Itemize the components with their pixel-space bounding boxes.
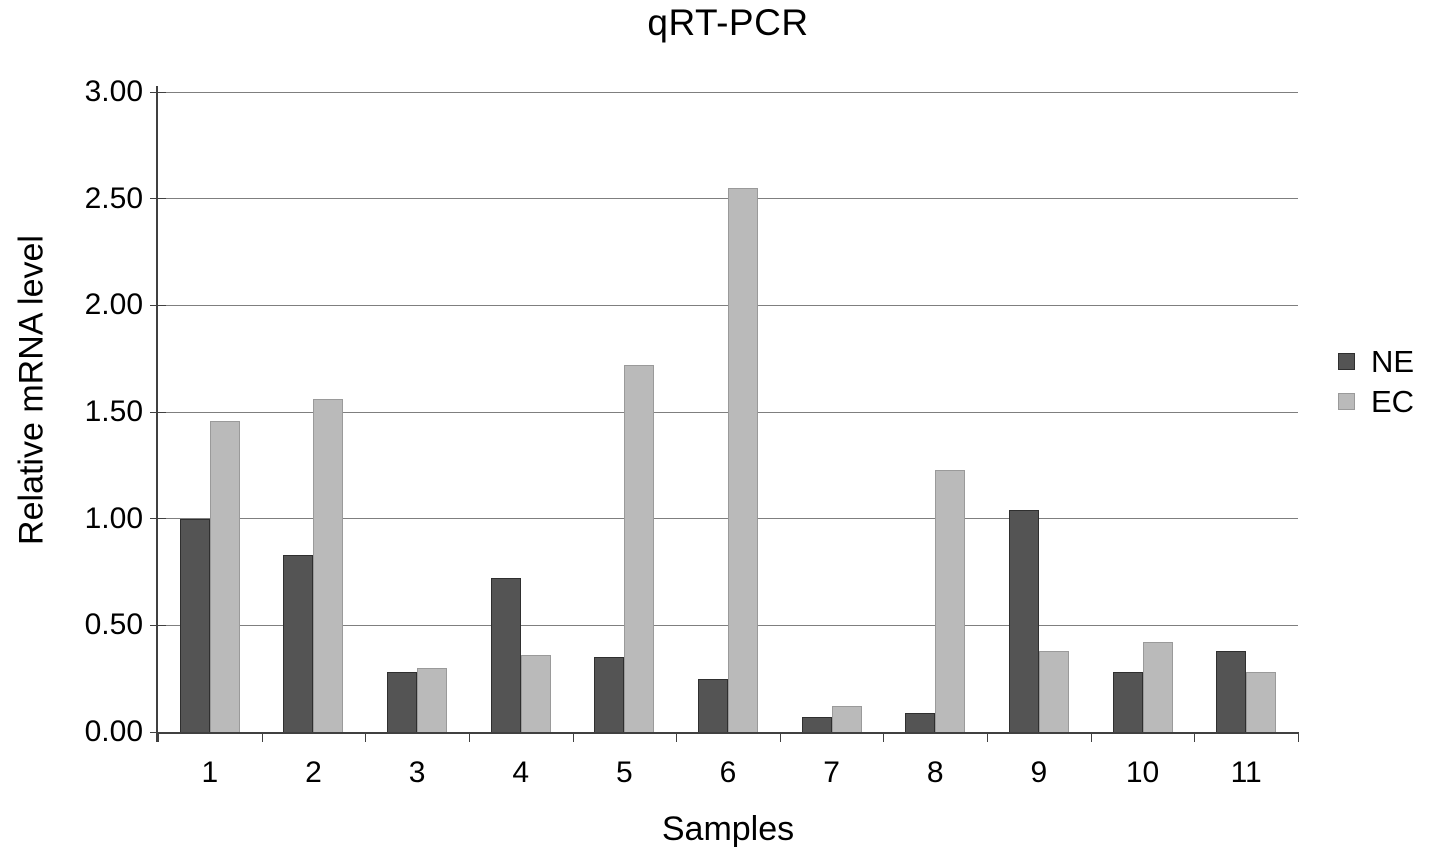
bar-ec-sample-2	[313, 399, 344, 732]
bar-ec-sample-5	[624, 365, 655, 732]
y-axis-title: Relative mRNA level	[12, 235, 51, 545]
bar-ec-sample-3	[417, 668, 448, 732]
bar-ne-sample-9	[1008, 510, 1039, 732]
bar-ne-sample-8	[905, 712, 936, 732]
legend-entry-ec: EC	[1338, 385, 1414, 418]
y-axis-tick	[150, 624, 166, 626]
bar-ec-sample-7	[831, 706, 862, 732]
x-axis-tick	[261, 732, 263, 742]
y-axis-tick	[150, 198, 166, 200]
x-tick-label: 3	[408, 756, 426, 789]
bar-ec-sample-4	[520, 655, 551, 732]
x-tick-label: 7	[823, 756, 840, 789]
y-axis-tick	[150, 518, 166, 520]
x-tick-label: 4	[512, 756, 530, 789]
x-tick-label: 11	[1230, 756, 1262, 789]
y-tick-label: 0.50	[84, 608, 143, 642]
y-axis-tick	[150, 91, 166, 93]
x-axis-tick	[158, 732, 159, 742]
x-tick-label: 6	[719, 756, 737, 789]
legend-swatch-ne	[1338, 353, 1355, 370]
bar-ne-sample-7	[801, 717, 832, 732]
bar-ne-sample-6	[698, 678, 728, 732]
y-tick-label: 2.50	[84, 181, 143, 215]
x-axis-title: Samples	[661, 810, 795, 848]
x-tick-label: 1	[201, 756, 219, 789]
bar-ne-sample-5	[594, 657, 625, 732]
legend-label-ec: EC	[1371, 384, 1415, 419]
y-tick-label: 0.00	[84, 715, 143, 748]
bar-ec-sample-10	[1142, 642, 1173, 732]
x-tick-label: 5	[616, 756, 633, 789]
bar-ne-sample-3	[387, 672, 418, 732]
x-tick-label: 10	[1125, 756, 1160, 789]
legend-entry-ne: NE	[1338, 345, 1414, 378]
bar-ne-sample-10	[1112, 672, 1143, 732]
x-axis-tick	[1194, 732, 1196, 742]
bar-ne-sample-1	[179, 518, 210, 732]
y-axis-tick	[150, 411, 166, 413]
x-axis-tick	[1090, 732, 1092, 742]
y-axis-line	[156, 86, 158, 742]
chart-title: qRT-PCR	[647, 2, 809, 43]
bar-ec-sample-11	[1246, 672, 1277, 732]
y-tick-label: 1.50	[84, 395, 143, 428]
legend-swatch-ec	[1338, 393, 1355, 410]
legend-label-ne: NE	[1371, 344, 1415, 379]
x-axis-tick	[572, 732, 574, 742]
x-axis-tick	[779, 732, 781, 742]
gridline	[158, 91, 1298, 93]
bar-ec-sample-6	[728, 188, 758, 732]
y-tick-label: 2.00	[84, 288, 143, 322]
x-axis-tick	[1298, 732, 1299, 742]
bar-ne-sample-4	[490, 578, 521, 732]
x-axis-tick	[468, 732, 470, 742]
x-axis-tick	[365, 732, 367, 742]
bar-ne-sample-2	[283, 554, 314, 732]
x-axis-tick	[676, 732, 678, 742]
x-axis-line	[156, 732, 1298, 734]
x-tick-label: 8	[926, 756, 944, 789]
x-axis-tick	[987, 732, 989, 742]
bar-ec-sample-8	[935, 469, 966, 732]
x-tick-label: 2	[305, 756, 322, 789]
y-tick-label: 3.00	[84, 75, 143, 108]
bar-ne-sample-11	[1216, 650, 1247, 732]
x-tick-label: 9	[1030, 756, 1048, 789]
y-tick-label: 1.00	[84, 501, 143, 535]
y-axis-tick	[150, 304, 166, 306]
bar-ec-sample-9	[1038, 650, 1069, 732]
plot-area: 0.00 0.50 1.00 1.50 2.00 2.50 3.00 1 2 3 4 5 6 7 8 9 10 1…	[85, 77, 1299, 789]
legend: NE EC	[1338, 345, 1414, 418]
x-axis-tick	[883, 732, 885, 742]
bar-ec-sample-1	[209, 420, 240, 732]
